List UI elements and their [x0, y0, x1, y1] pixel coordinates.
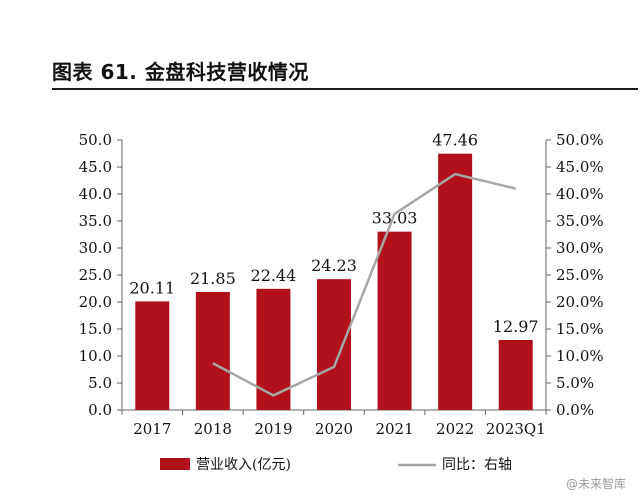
figure-title: 图表 61. 金盘科技营收情况	[52, 60, 309, 84]
right-axis-tick-label: 40.0%	[556, 185, 604, 203]
title-divider	[52, 88, 638, 90]
legend-line-label: 同比：右轴	[442, 457, 512, 473]
right-axis-tick-label: 30.0%	[556, 239, 604, 257]
left-axis-tick-label: 20.0	[79, 293, 112, 311]
bar-data-label: 47.46	[432, 131, 478, 150]
left-axis-tick-label: 35.0	[79, 212, 112, 230]
right-axis-tick-label: 5.0%	[556, 374, 594, 392]
right-axis-tick-label: 25.0%	[556, 266, 604, 284]
bar	[195, 292, 230, 410]
x-axis-tick-label: 2018	[194, 420, 232, 438]
right-axis-tick-label: 15.0%	[556, 320, 604, 338]
left-axis-tick-label: 50.0	[79, 131, 112, 149]
right-axis-tick-label: 50.0%	[556, 131, 604, 149]
bar	[256, 288, 291, 410]
bar-data-label: 33.03	[372, 209, 418, 228]
x-axis-tick-label: 2021	[375, 420, 413, 438]
bar-data-label: 12.97	[493, 317, 539, 336]
bar-data-label: 20.11	[129, 278, 175, 297]
x-axis-tick-label: 2017	[133, 420, 171, 438]
right-axis-tick-label: 45.0%	[556, 158, 604, 176]
bar-data-label: 22.44	[251, 266, 297, 285]
left-axis-tick-label: 5.0	[88, 374, 112, 392]
bar	[438, 153, 473, 410]
bar	[377, 231, 412, 410]
left-axis-tick-label: 15.0	[79, 320, 112, 338]
x-axis-tick-label: 2022	[436, 420, 474, 438]
right-axis-tick-label: 0.0%	[556, 401, 594, 419]
x-axis-tick-label: 2019	[254, 420, 292, 438]
x-axis-tick-label: 2023Q1	[486, 420, 546, 438]
bar	[498, 339, 533, 410]
watermark: @未来智库	[565, 477, 626, 491]
left-axis-tick-label: 45.0	[79, 158, 112, 176]
bar-data-label: 24.23	[311, 256, 357, 275]
left-axis-tick-label: 30.0	[79, 239, 112, 257]
right-axis-tick-label: 20.0%	[556, 293, 604, 311]
left-axis-tick-label: 25.0	[79, 266, 112, 284]
legend-bar-label: 营业收入(亿元)	[196, 457, 291, 473]
bar-data-label: 21.85	[190, 269, 236, 288]
right-axis-tick-label: 35.0%	[556, 212, 604, 230]
bar	[317, 279, 351, 410]
left-axis-tick-label: 10.0	[79, 347, 112, 365]
right-axis-tick-label: 10.0%	[556, 347, 604, 365]
left-axis-tick-label: 40.0	[79, 185, 112, 203]
left-axis-tick-label: 0.0	[88, 401, 112, 419]
yoy-growth-line	[212, 172, 517, 397]
x-axis-tick-label: 2020	[315, 420, 353, 438]
bar	[135, 301, 170, 410]
legend-bar-swatch	[160, 458, 190, 470]
